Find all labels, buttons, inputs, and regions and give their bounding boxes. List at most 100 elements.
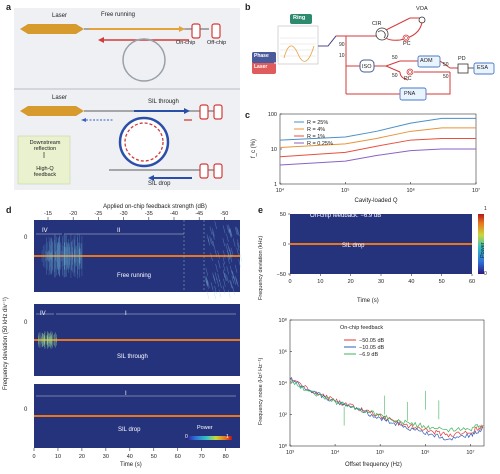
d-xtick-label: 30 bbox=[103, 454, 109, 460]
label-pd: PD bbox=[458, 56, 466, 62]
d3-title: SIL drop bbox=[118, 427, 140, 433]
ratio-50d: 50 bbox=[443, 74, 449, 80]
e-xtick-label: 50 bbox=[439, 279, 445, 285]
d2-y0: 0 bbox=[24, 320, 27, 326]
d-xtick-label: 50 bbox=[151, 454, 157, 460]
label-free-running: Free running bbox=[101, 12, 135, 18]
label-sil-through: SIL through bbox=[148, 99, 179, 105]
d3-region-i: I bbox=[125, 391, 127, 397]
label-esa: ESA bbox=[477, 65, 488, 71]
c-xtick-label: 10⁵ bbox=[341, 187, 349, 194]
e-bot-ytick-label: 10⁸ bbox=[279, 317, 287, 324]
d-xtick-label: 20 bbox=[79, 454, 85, 460]
ratio-50c: 50 bbox=[443, 62, 449, 68]
label-highq-feedback: High-Q feedback bbox=[20, 166, 70, 178]
d1-region-ii: II bbox=[117, 228, 120, 234]
label-off-chip: Off-chip bbox=[207, 40, 226, 46]
c-ytick-label: 100 bbox=[268, 112, 277, 118]
e-xtick-label: 30 bbox=[378, 279, 384, 285]
label-laser-top: Laser bbox=[52, 13, 67, 19]
d-xtick-label: 40 bbox=[127, 454, 133, 460]
d-top-tick-label: -35 bbox=[145, 211, 153, 217]
e-bot-ytick-label: 10⁴ bbox=[279, 380, 288, 387]
label-laser-bottom: Laser bbox=[52, 95, 67, 101]
d-colorbar-label: Power bbox=[197, 425, 213, 431]
e-ytick-label: −50 bbox=[277, 272, 286, 278]
d-top-tick-label: -50 bbox=[220, 211, 228, 217]
d-colorbar-min: 0 bbox=[185, 434, 188, 440]
e-ytick-label: 0 bbox=[283, 242, 286, 248]
panel-label-a: a bbox=[6, 2, 11, 12]
e-bot-xtick-label: 10⁴ bbox=[331, 449, 340, 456]
panel-a-diagram bbox=[14, 8, 240, 190]
d-xtick-label: 80 bbox=[223, 454, 229, 460]
e-bot-ylabel: Frequency noise (Hz² Hz⁻¹) bbox=[258, 358, 264, 425]
e-bot-xtick-label: 10⁶ bbox=[421, 449, 429, 456]
d-xlabel: Time (s) bbox=[120, 462, 142, 468]
c-legend-label: R = 4% bbox=[307, 127, 325, 133]
d-colorbar-max: 1 bbox=[226, 434, 229, 440]
e-xtick-label: 0 bbox=[288, 279, 291, 285]
e-legend-label: −50.05 dB bbox=[359, 338, 385, 344]
d-xtick-label: 60 bbox=[175, 454, 181, 460]
e-xtick-label: 40 bbox=[408, 279, 414, 285]
d-top-tick-label: -30 bbox=[120, 211, 128, 217]
c-legend-label: R = 25% bbox=[307, 120, 328, 126]
e-top-sub: SIL drop bbox=[342, 243, 364, 249]
laser-beam-bottom bbox=[20, 106, 84, 116]
ratio-10: 10 bbox=[339, 53, 345, 59]
label-pna: PNA bbox=[404, 91, 415, 97]
d-top-tick-label: -15 bbox=[44, 211, 52, 217]
d1-region-iv: IV bbox=[42, 228, 48, 234]
e-top-xlabel: Time (s) bbox=[357, 298, 379, 304]
label-sil-drop: SIL drop bbox=[148, 181, 170, 187]
d-noise-streak bbox=[214, 291, 216, 299]
d-top-tick-label: -45 bbox=[195, 211, 203, 217]
c-xtick-label: 10⁴ bbox=[276, 187, 285, 194]
panel-label-d: d bbox=[6, 205, 12, 215]
d-top-tick-label: -40 bbox=[170, 211, 178, 217]
e-colorbar-max: 1 bbox=[484, 206, 487, 212]
chart-fc-vs-q: 10⁴ 10⁵ 10⁶ 10⁷ 1 10 100 R = 25%R = 4%R = 1%R =… bbox=[250, 108, 496, 198]
e-bot-frame bbox=[290, 320, 484, 446]
c-legend-label: R = 1% bbox=[307, 134, 325, 140]
ratio-50a: 50 bbox=[392, 55, 398, 61]
e-xtick-label: 10 bbox=[317, 279, 323, 285]
e-legend-title: On-chip feedback bbox=[340, 325, 383, 331]
e-legend-label: −10.05 dB bbox=[359, 345, 385, 351]
e-ytick-label: 50 bbox=[280, 212, 286, 218]
d2-title: SIL through bbox=[117, 354, 148, 360]
d-xtick-label: 0 bbox=[32, 454, 35, 460]
d2-region-iv: IV bbox=[40, 311, 46, 317]
label-on-chip: On-chip bbox=[176, 40, 195, 46]
label-pc2: PC bbox=[404, 76, 412, 82]
ring-resonator-bottom bbox=[120, 118, 168, 166]
d-ylabel: Frequency deviation (50 kHz div⁻¹) bbox=[2, 297, 9, 390]
d-noise-streak bbox=[240, 253, 242, 261]
d1-y0: 0 bbox=[24, 235, 27, 241]
pd-box bbox=[458, 64, 468, 73]
d-top-tick-label: -20 bbox=[69, 211, 77, 217]
e-bot-ytick-label: 10² bbox=[279, 413, 287, 419]
e-xtick-label: 60 bbox=[469, 279, 475, 285]
label-pc1: PC bbox=[403, 41, 411, 47]
d-xtick-label: 70 bbox=[199, 454, 205, 460]
e-legend-label: −6.9 dB bbox=[359, 352, 378, 358]
laser-beam-top bbox=[20, 24, 84, 34]
d2-region-i: I bbox=[125, 311, 127, 317]
e-bot-xtick-label: 10³ bbox=[286, 450, 294, 456]
c-xtick-label: 10⁶ bbox=[406, 187, 414, 194]
chart-frequency-noise: 10⁸10⁶10⁴10²10⁰10³ 10⁴ 10⁵ 10⁶ 10⁷−50.05 dB−… bbox=[262, 314, 496, 470]
e-bot-xtick-label: 10⁵ bbox=[376, 449, 384, 456]
e-bot-ytick-label: 10⁶ bbox=[279, 349, 287, 356]
label-cir: CIR bbox=[372, 21, 381, 27]
e-xtick-label: 20 bbox=[348, 279, 354, 285]
e-colorbar-label: Power bbox=[480, 242, 486, 258]
d-xtick-label: 10 bbox=[55, 454, 61, 460]
c-xtick-label: 10⁷ bbox=[472, 187, 480, 194]
label-ring: Ring bbox=[293, 15, 305, 21]
d-top-tick-label: -25 bbox=[94, 211, 102, 217]
c-ylabel: f_c (%) bbox=[251, 139, 257, 158]
e-bot-xlabel: Offset frequency (Hz) bbox=[345, 462, 402, 468]
label-phase: Phase bbox=[254, 53, 269, 59]
